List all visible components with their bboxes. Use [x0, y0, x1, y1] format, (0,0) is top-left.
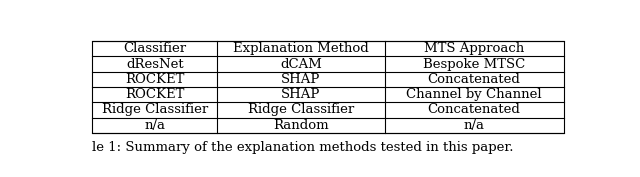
Text: dCAM: dCAM [280, 58, 322, 70]
Text: Ridge Classifier: Ridge Classifier [102, 104, 208, 116]
Text: MTS Approach: MTS Approach [424, 42, 524, 55]
Text: Classifier: Classifier [124, 42, 186, 55]
Text: Concatenated: Concatenated [428, 104, 520, 116]
Text: ROCKET: ROCKET [125, 88, 184, 101]
Text: Bespoke MTSC: Bespoke MTSC [423, 58, 525, 70]
Text: Ridge Classifier: Ridge Classifier [248, 104, 354, 116]
Text: le 1: Summary of the explanation methods tested in this paper.: le 1: Summary of the explanation methods… [92, 141, 514, 155]
Bar [92, 41, 564, 133]
Text: Explanation Method: Explanation Method [233, 42, 369, 55]
Text: Random: Random [273, 119, 329, 132]
Text: dResNet: dResNet [126, 58, 184, 70]
Text: SHAP: SHAP [281, 73, 321, 86]
Text: Channel by Channel: Channel by Channel [406, 88, 542, 101]
Text: ROCKET: ROCKET [125, 73, 184, 86]
Text: Concatenated: Concatenated [428, 73, 520, 86]
Text: n/a: n/a [463, 119, 484, 132]
Text: SHAP: SHAP [281, 88, 321, 101]
Text: n/a: n/a [145, 119, 165, 132]
